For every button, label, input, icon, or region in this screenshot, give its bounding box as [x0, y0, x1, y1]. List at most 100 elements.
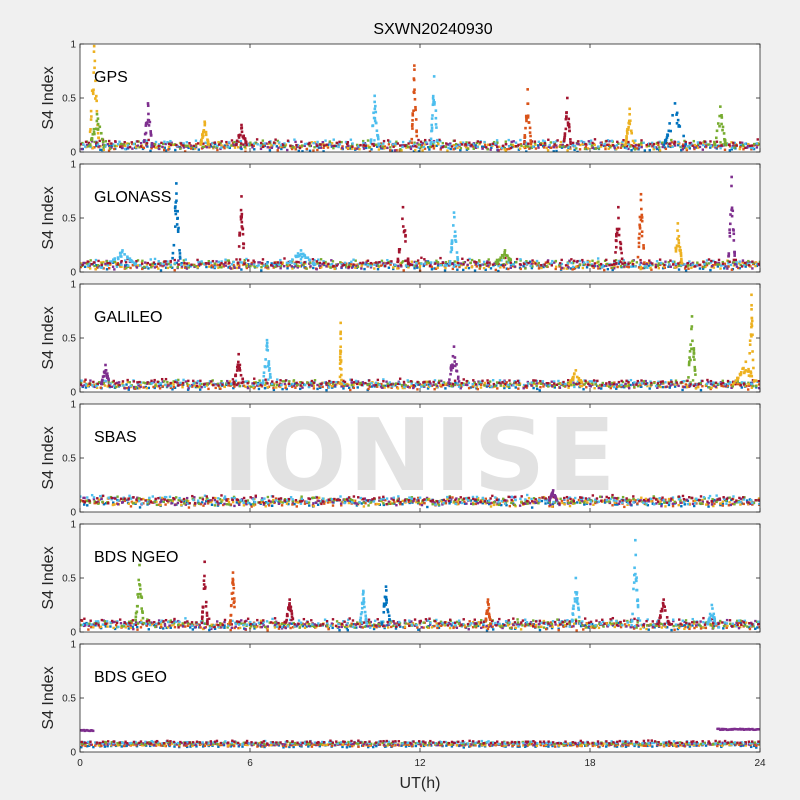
data-point: [619, 247, 623, 251]
data-point: [650, 500, 653, 503]
data-point: [496, 148, 500, 152]
data-point: [495, 143, 498, 147]
data-point: [752, 501, 756, 505]
data-point: [329, 266, 332, 269]
data-point: [738, 372, 742, 376]
data-point: [619, 146, 623, 150]
data-point: [390, 497, 393, 500]
data-point: [266, 495, 270, 499]
data-point: [272, 386, 275, 390]
data-point: [467, 143, 470, 146]
data-point: [176, 209, 179, 213]
data-point: [626, 499, 629, 502]
data-point: [369, 261, 373, 265]
data-point: [686, 385, 689, 389]
data-point: [349, 138, 353, 141]
data-point: [560, 258, 563, 262]
data-point: [371, 143, 374, 146]
data-point: [363, 262, 366, 265]
data-point: [696, 141, 700, 144]
data-point: [298, 387, 302, 391]
data-point: [297, 149, 300, 152]
data-point: [199, 263, 202, 266]
data-point: [582, 262, 586, 266]
data-point: [576, 501, 579, 504]
data-point: [655, 260, 659, 263]
data-point: [338, 375, 342, 379]
data-point: [561, 382, 565, 386]
data-point: [563, 136, 566, 139]
data-point: [564, 264, 568, 267]
data-point: [452, 265, 456, 268]
data-point: [347, 501, 351, 505]
data-point: [576, 150, 579, 152]
data-point: [300, 144, 304, 147]
data-point: [409, 499, 412, 502]
data-point: [451, 364, 455, 367]
data-point: [490, 146, 493, 149]
data-point: [372, 144, 376, 147]
data-point: [535, 259, 539, 263]
data-point: [190, 147, 193, 150]
data-point: [220, 266, 223, 269]
data-point: [425, 496, 429, 500]
data-point: [491, 379, 495, 382]
data-point: [735, 382, 739, 386]
data-point: [632, 497, 635, 501]
data-point: [642, 244, 645, 247]
data-point: [412, 264, 415, 267]
data-point: [316, 387, 319, 391]
data-point: [288, 384, 291, 387]
data-point: [413, 384, 417, 388]
data-point: [459, 387, 462, 390]
data-point: [507, 138, 510, 142]
data-point: [621, 140, 624, 144]
data-point: [731, 146, 734, 149]
data-point: [498, 145, 501, 148]
data-point: [350, 381, 354, 384]
data-point: [147, 138, 150, 142]
data-point: [670, 380, 673, 383]
data-point: [154, 384, 157, 387]
data-point: [95, 386, 99, 389]
data-point: [698, 502, 702, 505]
data-point: [640, 145, 643, 149]
data-point: [744, 265, 747, 268]
data-point: [688, 350, 692, 353]
data-point: [712, 384, 716, 388]
data-point: [88, 262, 91, 265]
data-point: [445, 382, 449, 385]
data-point: [557, 379, 560, 383]
data-point: [366, 139, 370, 142]
data-point: [108, 385, 111, 389]
data-point: [452, 148, 455, 151]
data-point: [579, 501, 582, 505]
data-point: [547, 385, 550, 388]
data-point: [409, 263, 412, 267]
data-point: [741, 367, 744, 371]
data-point: [218, 263, 222, 267]
data-point: [577, 140, 580, 143]
data-point: [486, 381, 490, 385]
data-point: [203, 385, 206, 389]
data-point: [141, 267, 144, 271]
data-point-peak: [95, 112, 99, 116]
data-point: [271, 264, 274, 267]
data-point: [445, 264, 448, 267]
data-point: [182, 378, 185, 382]
data-point: [111, 143, 115, 146]
data-point: [684, 265, 687, 268]
data-point: [740, 265, 744, 268]
data-point: [528, 260, 532, 263]
data-point: [179, 381, 182, 385]
data-point: [214, 386, 217, 390]
data-point: [312, 266, 315, 270]
y-tick-label: 0: [70, 148, 76, 159]
data-point: [346, 384, 349, 387]
data-point: [739, 383, 742, 387]
data-point: [605, 384, 609, 388]
data-point: [107, 139, 111, 143]
data-point: [647, 500, 650, 503]
data-point: [473, 381, 477, 385]
data-point: [633, 381, 636, 384]
